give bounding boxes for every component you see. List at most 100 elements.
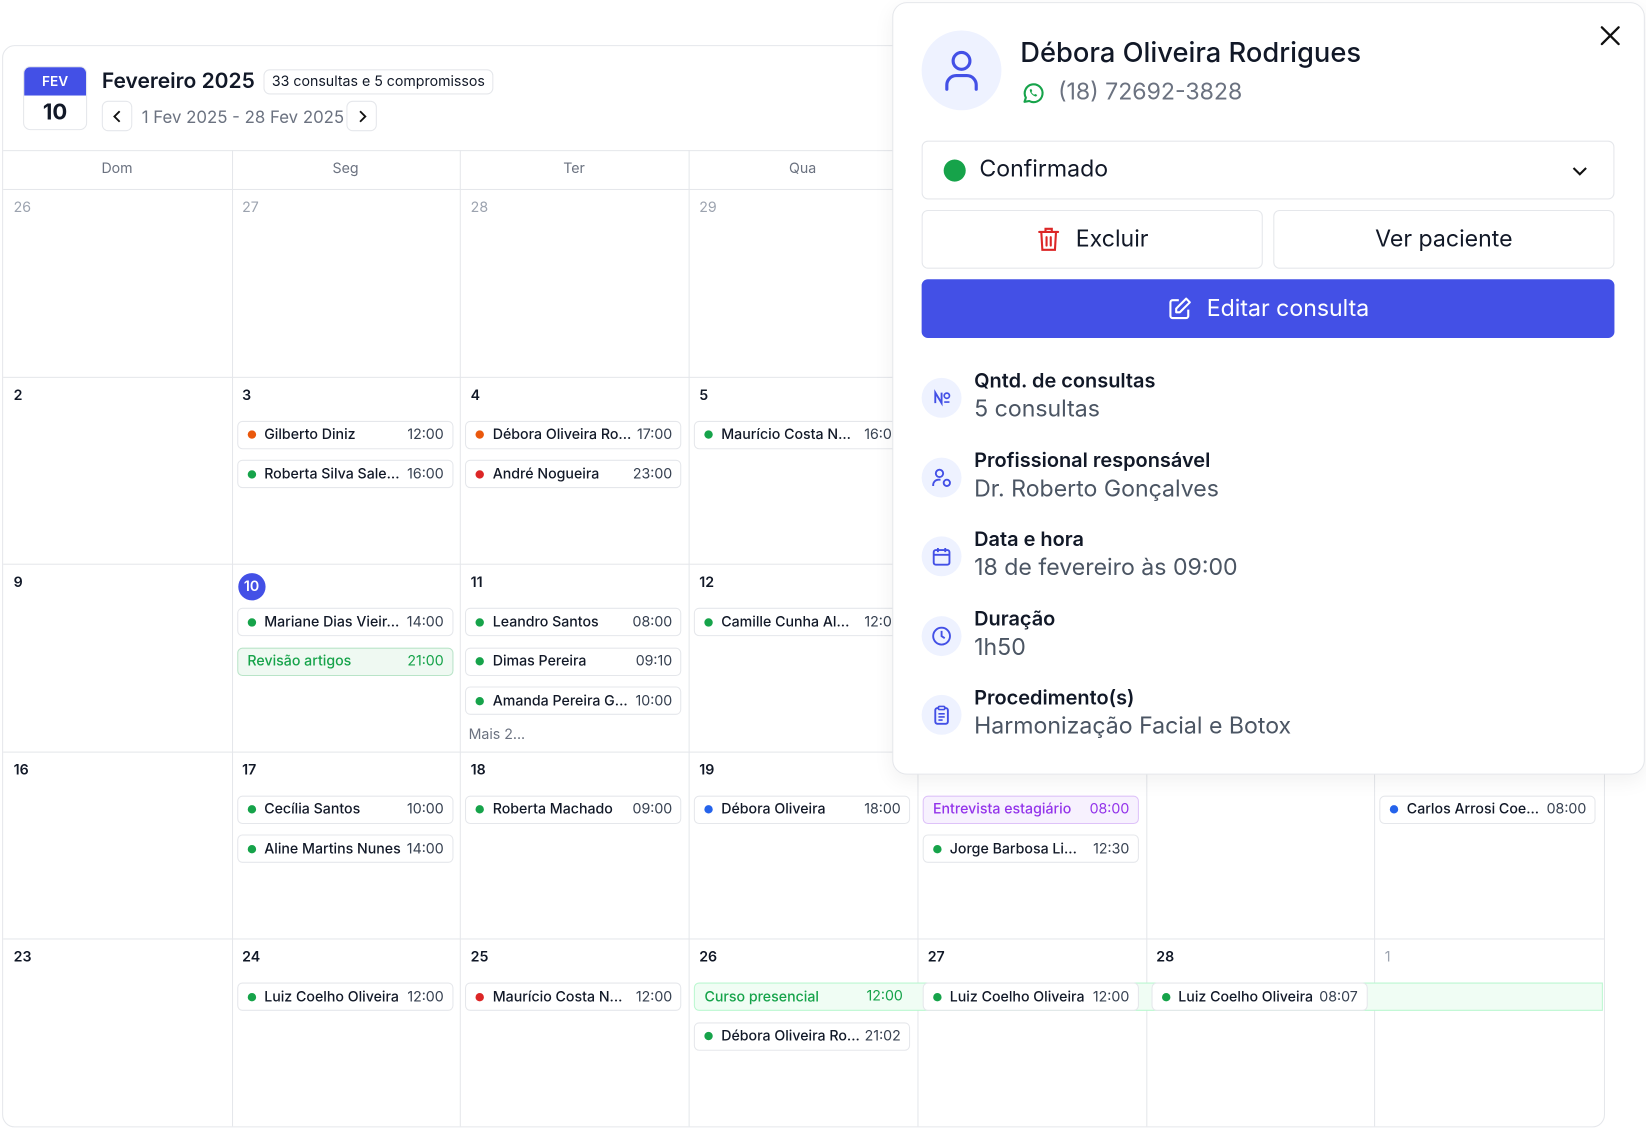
detail-label: Qntd. de consultas xyxy=(974,368,1156,393)
status-dot xyxy=(704,1031,713,1041)
day-number: 11 xyxy=(470,574,483,591)
row-divider xyxy=(3,188,1604,190)
detail-icon xyxy=(921,457,962,498)
event[interactable]: Aline Martins Nunes 14:00 xyxy=(236,834,454,863)
column-divider xyxy=(688,150,690,1127)
event[interactable]: Dimas Pereira 09:10 xyxy=(465,647,682,676)
event[interactable]: Leandro Santos 08:00 xyxy=(465,607,682,637)
more-link[interactable]: Mais 2... xyxy=(468,725,526,743)
detail-value: Dr. Roberto Gonçalves xyxy=(974,474,1219,503)
day-number: 26 xyxy=(699,948,718,966)
day-number: 1 xyxy=(1384,948,1391,966)
day-number: 9 xyxy=(13,574,23,591)
event[interactable]: Débora Oliveira Ro... 21:02 xyxy=(693,1021,911,1051)
whatsapp-icon xyxy=(1023,83,1044,104)
event-time: 14:00 xyxy=(406,613,444,631)
multi-day-event[interactable]: Curso presencial xyxy=(693,982,1603,1011)
row-divider xyxy=(3,751,1604,753)
status-dot xyxy=(475,805,485,814)
event-time: 12:00 xyxy=(1092,988,1130,1006)
status-dot xyxy=(943,159,966,182)
day-number: 3 xyxy=(242,386,252,404)
event[interactable]: André Nogueira 23:00 xyxy=(465,459,682,489)
event-name: Camille Cunha Al... xyxy=(721,613,850,631)
event[interactable]: Roberta Machado 09:00 xyxy=(465,795,682,824)
day-number: 16 xyxy=(13,761,29,779)
status-dot xyxy=(704,805,713,814)
edit-label: Editar consulta xyxy=(1206,294,1370,323)
event-time: 10:00 xyxy=(635,692,673,710)
status-dot xyxy=(475,992,485,1001)
event[interactable]: Débora Oliveira 18:00 xyxy=(693,795,911,824)
status-dot xyxy=(247,430,256,439)
event[interactable]: Camille Cunha Al... 12:00 xyxy=(693,607,911,637)
event[interactable]: Jorge Barbosa Li... 12:30 xyxy=(922,834,1139,863)
day-number: 12 xyxy=(699,574,715,591)
event[interactable]: Luiz Coelho Oliveira 12:00 xyxy=(236,982,454,1011)
event-name: Roberta Silva Sale... xyxy=(264,465,400,483)
day-number: 29 xyxy=(699,199,717,217)
detail-label: Procedimento(s) xyxy=(974,685,1135,710)
event-name: Revisão artigos xyxy=(247,652,352,670)
event[interactable]: Luiz Coelho Oliveira 08:07 xyxy=(1150,982,1368,1011)
event-name: André Nogueira xyxy=(492,465,600,483)
event-name: Luiz Coelho Oliveira xyxy=(1178,988,1314,1006)
event-time: 08:00 xyxy=(1546,800,1587,818)
status-select[interactable]: Confirmado xyxy=(921,140,1615,200)
event[interactable]: Amanda Pereira G... 10:00 xyxy=(465,686,682,715)
status-dot xyxy=(475,617,485,627)
detail-label: Duração xyxy=(974,606,1056,631)
event[interactable]: Entrevista estagiário 08:00 xyxy=(922,795,1139,824)
view-patient-button[interactable]: Ver paciente xyxy=(1273,209,1615,269)
status-dot xyxy=(475,696,485,705)
event-time: 08:00 xyxy=(632,613,673,631)
event[interactable]: Débora Oliveira Ro... 17:00 xyxy=(465,420,682,449)
event-time: 16:00 xyxy=(864,426,901,443)
event-name: Amanda Pereira G... xyxy=(492,692,628,710)
day-number: 18 xyxy=(470,761,486,779)
event[interactable]: Maurício Costa N... 16:00 xyxy=(693,420,911,449)
weekday-label: Dom xyxy=(101,160,133,178)
event[interactable]: Revisão artigos 21:00 xyxy=(236,647,454,676)
event-name: Mariane Dias Vieir... xyxy=(264,613,400,631)
edit-button[interactable]: Editar consulta xyxy=(921,279,1615,339)
next-button[interactable] xyxy=(346,100,377,132)
event-time: 12:30 xyxy=(1093,840,1130,858)
detail-icon xyxy=(921,377,962,418)
column-divider xyxy=(231,150,233,1127)
event[interactable]: Gilberto Diniz 12:00 xyxy=(236,420,454,449)
event[interactable]: Luiz Coelho Oliveira 12:00 xyxy=(922,982,1139,1011)
status-dot xyxy=(1389,805,1399,814)
event-name: Leandro Santos xyxy=(492,613,599,631)
event[interactable]: Carlos Arrosi Coe... 08:00 xyxy=(1379,795,1596,824)
event[interactable]: Cecília Santos 10:00 xyxy=(236,795,454,824)
status-dot xyxy=(704,430,713,439)
event-time: 12:00 xyxy=(866,987,903,1005)
event-name: Luiz Coelho Oliveira xyxy=(949,988,1085,1006)
event[interactable]: Mariane Dias Vieir... 14:00 xyxy=(236,607,454,637)
event-time: 12:00 xyxy=(864,613,901,631)
icon xyxy=(932,547,951,566)
event[interactable]: Maurício Costa N... 12:00 xyxy=(465,982,682,1011)
prev-button[interactable] xyxy=(101,100,133,132)
detail-value: Harmonização Facial e Botox xyxy=(974,712,1292,741)
badge-day: 10 xyxy=(42,99,68,126)
icon xyxy=(934,705,949,725)
event-time: 14:00 xyxy=(406,840,444,858)
delete-button[interactable]: Excluir xyxy=(921,209,1263,269)
event-name: Jorge Barbosa Li... xyxy=(949,840,1077,858)
day-number: 4 xyxy=(470,386,481,404)
detail-label: Profissional responsável xyxy=(974,447,1211,472)
row-divider xyxy=(3,563,1604,565)
event-name: Maurício Costa N... xyxy=(721,426,851,443)
event-time: 23:00 xyxy=(632,465,673,483)
event-name: Débora Oliveira xyxy=(721,800,826,818)
day-number: 28 xyxy=(1156,948,1175,966)
close-button[interactable] xyxy=(1599,24,1622,47)
chevron xyxy=(1572,167,1587,176)
detail-icon xyxy=(921,615,962,656)
event[interactable]: Roberta Silva Sale... 16:00 xyxy=(236,459,454,489)
status-dot xyxy=(247,992,256,1001)
summary-pill: 33 consultas e 5 compromissos xyxy=(263,69,494,95)
weekday-label: Ter xyxy=(563,160,585,178)
